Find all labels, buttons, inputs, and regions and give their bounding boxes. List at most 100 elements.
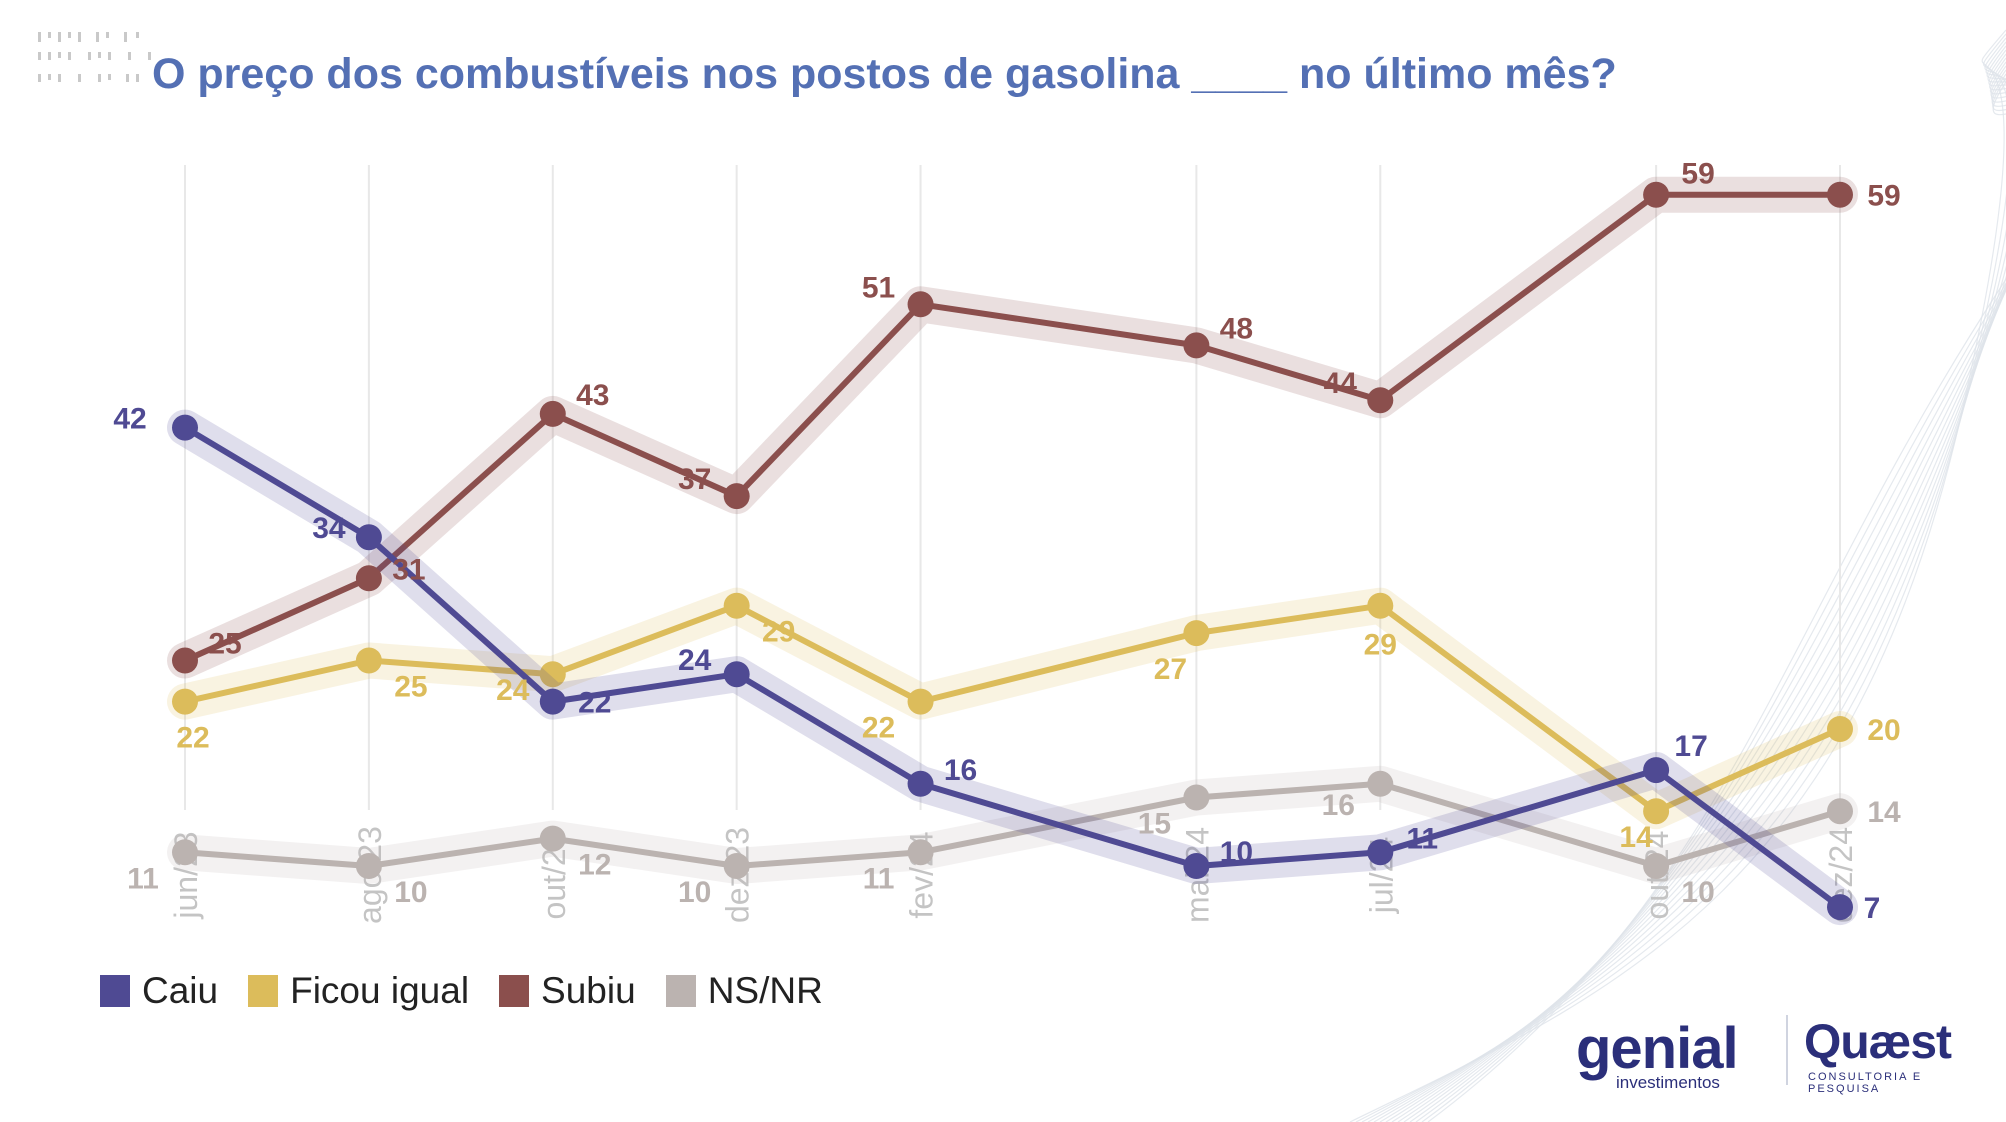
data-label-caiu: 16 [944,754,977,787]
series-ficou-igual-point [1183,620,1210,647]
series-ficou-igual-point [172,688,198,715]
data-label-subiu: 25 [208,628,241,661]
decorative-wave [1391,57,2006,1122]
legend-item-ns-nr: NS/NR [665,970,823,1012]
decorative-waves [1349,29,2006,1122]
series-ns-nr-point [1827,798,1853,825]
series-ns-nr-point [539,825,566,852]
series-subiu-point [723,483,750,510]
data-label-subiu: 31 [392,553,425,586]
legend-swatch [665,975,696,1007]
data-label-caiu: 34 [312,512,346,545]
data-label-ns-nr: 10 [678,876,711,909]
legend-item-ficou-igual: Ficou igual [248,970,469,1012]
decorative-dots-icon [38,32,151,82]
data-label-ns-nr: 15 [1138,808,1171,841]
series-subiu-point [1367,387,1394,414]
data-label-ns-nr: 11 [127,862,159,895]
genial-logo-sub: investimentos [1616,1073,1720,1092]
series-subiu [167,176,1858,679]
data-label-ficou-igual: 25 [394,671,427,704]
data-label-ficou-igual: 27 [1154,653,1187,686]
data-label-subiu: 59 [1681,158,1714,191]
series-caiu-point [539,688,566,715]
legend-swatch [248,975,279,1007]
data-label-ficou-igual: 22 [176,722,209,755]
series-ns-nr-point [355,853,382,879]
legend-label: Ficou igual [290,970,470,1011]
decorative-wave [1397,61,2006,1122]
data-label-caiu: 7 [1864,892,1881,925]
series-ns-nr-point [907,839,934,866]
data-label-caiu: 24 [678,644,712,677]
series-ns-nr-point [723,853,750,879]
series-caiu-point [1183,853,1210,879]
series-subiu-point [1643,181,1670,208]
series-ns-nr [167,765,1858,884]
legend-item-subiu: Subiu [499,970,636,1012]
data-label-caiu: 17 [1674,730,1707,763]
data-label-ns-nr: 12 [578,849,611,882]
series-ns-nr-point [1183,784,1210,811]
data-label-ficou-igual: 29 [1364,629,1397,662]
series-caiu-point [355,524,382,551]
legend-swatch [499,975,530,1007]
decorative-wave [1415,73,2006,1122]
data-label-subiu: 44 [1324,367,1358,400]
data-label-caiu: 22 [578,687,611,720]
data-label-ficou-igual: 29 [762,616,795,649]
series-ficou-igual-point [1643,798,1670,825]
genial-logo: genial [1576,1016,1739,1081]
logo-divider [1786,1015,1788,1085]
series-ficou-igual-point [1827,716,1853,742]
data-label-ns-nr: 11 [863,862,895,895]
data-label-subiu: 48 [1220,312,1253,345]
data-label-caiu: 42 [113,403,146,436]
legend-item-caiu: Caiu [100,970,218,1012]
series-subiu-point [1183,332,1210,359]
series-subiu-point [172,647,198,674]
legend-label: Subiu [541,970,636,1011]
decorative-wave [1427,81,2006,1122]
series-caiu-point [723,661,750,688]
logos: genial investimentos Quæst CONSULTORIA E… [1576,1015,1976,1115]
series-ficou-igual-point [1367,592,1394,619]
data-label-ns-nr: 10 [394,876,427,909]
legend-label: NS/NR [707,970,823,1011]
quaest-logo-sub: CONSULTORIA E PESQUISA [1808,1071,1923,1095]
data-label-ns-nr: 14 [1867,796,1901,829]
series-caiu [167,409,1858,926]
chart-title: O preço dos combustíveis nos postos de g… [152,50,1617,98]
data-label-subiu: 59 [1867,180,1900,213]
data-label-ficou-igual: 22 [862,712,895,745]
legend-label: Caiu [142,970,219,1011]
data-label-ns-nr: 10 [1681,876,1714,909]
series-ficou-igual-point [539,661,566,688]
chart-legend: Caiu Ficou igual Subiu NS/NR [100,970,853,1012]
data-labels: 11 10 12 10 11 15 16 10 14 22 25 24 29 22 27 29 14 20 25 31… [113,158,1901,925]
series-ficou-igual-point [355,647,382,674]
series-ns-nr-point [172,839,198,866]
quaest-logo: Quæst [1804,1016,1952,1069]
data-label-subiu: 37 [678,463,711,496]
data-label-subiu: 43 [576,379,609,412]
series-subiu-point [907,291,934,318]
legend-swatch [100,975,130,1007]
series-ficou-igual [167,587,1858,830]
data-label-ficou-igual: 24 [496,674,530,707]
series-caiu-point [1643,757,1670,784]
decorative-wave [1385,53,2006,1122]
series-subiu-point [355,565,382,592]
series-caiu-point [172,414,198,441]
series-caiu-point [907,770,934,797]
series-caiu-point [1367,839,1394,866]
decorative-wave [1421,77,2006,1122]
data-label-ficou-igual: 14 [1619,821,1653,854]
data-label-subiu: 51 [862,271,895,304]
series-ficou-igual-point [723,592,750,619]
data-label-ns-nr: 16 [1322,789,1355,822]
data-label-caiu: 10 [1220,836,1253,869]
series-ns-nr-point [1643,853,1670,879]
series-subiu-point [1827,181,1853,208]
